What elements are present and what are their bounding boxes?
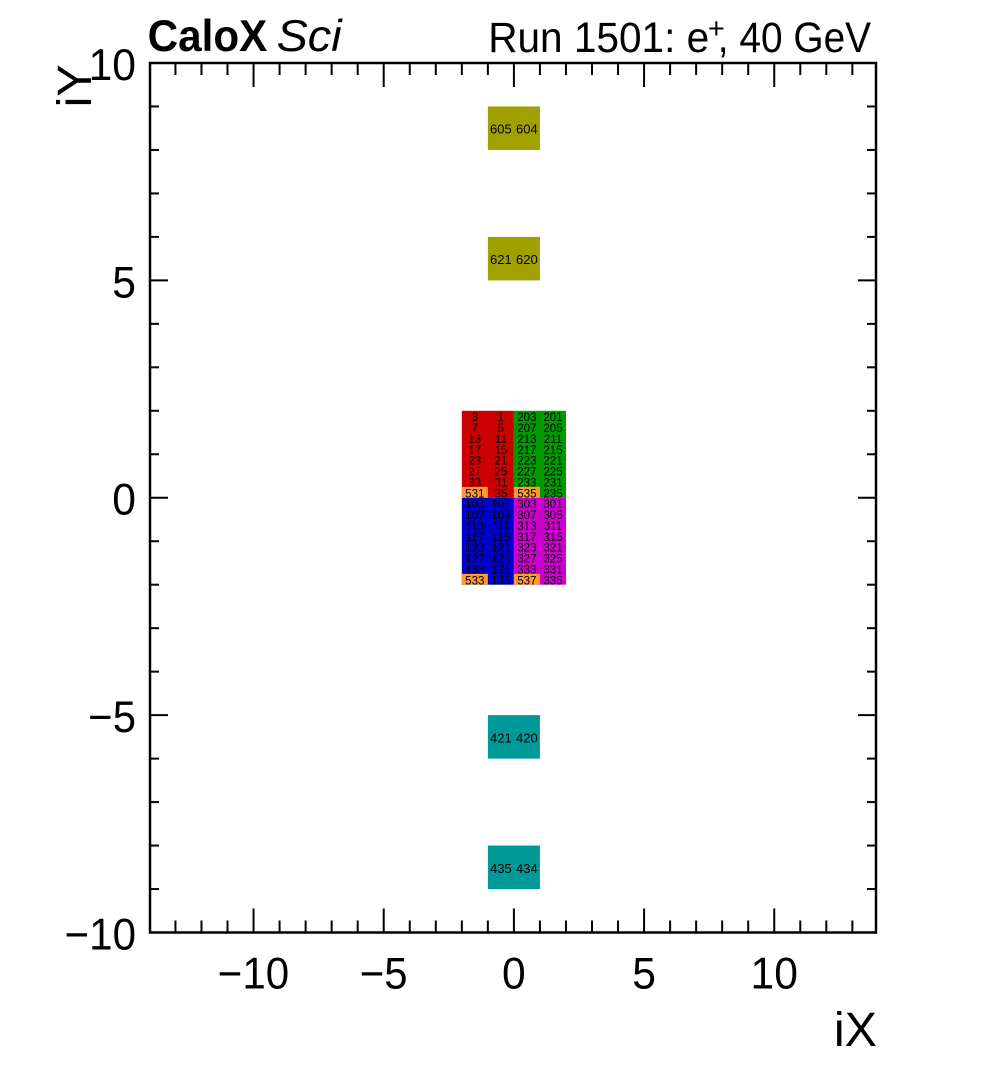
svg-text:7: 7 (472, 422, 478, 435)
svg-text:101: 101 (491, 498, 510, 511)
svg-text:435: 435 (490, 861, 512, 876)
svg-text:0: 0 (112, 476, 136, 525)
svg-text:133: 133 (465, 563, 484, 576)
svg-text:123: 123 (465, 542, 484, 555)
svg-text:537: 537 (517, 574, 536, 587)
svg-text:323: 323 (517, 542, 536, 555)
svg-text:605: 605 (490, 122, 512, 137)
svg-text:111: 111 (492, 520, 510, 533)
svg-text:227: 227 (517, 466, 536, 479)
svg-text:321: 321 (543, 542, 562, 555)
svg-text:203: 203 (517, 411, 536, 424)
svg-text:, 40 GeV: , 40 GeV (718, 14, 871, 61)
svg-text:333: 333 (517, 563, 536, 576)
svg-text:621: 621 (490, 252, 512, 267)
svg-text:331: 331 (543, 563, 562, 576)
svg-text:CaloX: CaloX (148, 12, 268, 61)
svg-text:0: 0 (502, 950, 526, 999)
svg-text:−5: −5 (88, 693, 136, 742)
svg-text:127: 127 (465, 553, 484, 566)
svg-text:5: 5 (498, 422, 504, 435)
svg-text:Run 1501: e: Run 1501: e (488, 14, 709, 61)
svg-text:215: 215 (543, 444, 562, 457)
svg-text:235: 235 (543, 487, 562, 500)
svg-text:107: 107 (465, 509, 484, 522)
svg-text:317: 317 (517, 531, 536, 544)
svg-text:15: 15 (494, 444, 507, 457)
svg-text:23: 23 (468, 455, 481, 468)
svg-text:103: 103 (465, 498, 484, 511)
svg-text:335: 335 (543, 574, 562, 587)
svg-text:121: 121 (491, 542, 510, 555)
svg-text:201: 201 (543, 411, 562, 424)
svg-text:10: 10 (751, 950, 798, 999)
svg-text:17: 17 (468, 444, 481, 457)
svg-text:301: 301 (543, 498, 562, 511)
svg-text:213: 213 (517, 433, 536, 446)
svg-text:11: 11 (495, 433, 507, 446)
svg-text:131: 131 (491, 563, 510, 576)
svg-text:−10: −10 (65, 910, 136, 959)
svg-text:421: 421 (490, 730, 512, 745)
svg-text:10: 10 (89, 41, 136, 90)
svg-text:35: 35 (494, 487, 507, 500)
svg-text:620: 620 (516, 252, 538, 267)
svg-text:33: 33 (468, 476, 481, 489)
svg-text:223: 223 (517, 455, 536, 468)
svg-text:13: 13 (468, 433, 481, 446)
svg-text:535: 535 (517, 487, 536, 500)
svg-text:iY: iY (48, 64, 102, 107)
svg-text:113: 113 (466, 520, 484, 533)
svg-text:Sci: Sci (277, 12, 343, 61)
svg-text:207: 207 (517, 422, 536, 435)
svg-text:205: 205 (543, 422, 562, 435)
svg-text:21: 21 (494, 455, 507, 468)
svg-text:434: 434 (516, 861, 538, 876)
svg-text:327: 327 (517, 553, 536, 566)
svg-text:533: 533 (465, 574, 484, 587)
svg-text:604: 604 (516, 122, 538, 137)
svg-text:27: 27 (468, 466, 481, 479)
svg-text:5: 5 (112, 258, 136, 307)
svg-text:221: 221 (543, 455, 562, 468)
svg-text:31: 31 (494, 476, 507, 489)
svg-text:−5: −5 (360, 950, 408, 999)
svg-text:233: 233 (517, 476, 536, 489)
svg-text:225: 225 (543, 466, 562, 479)
svg-text:−10: −10 (218, 950, 289, 999)
svg-text:311: 311 (544, 520, 562, 533)
svg-text:135: 135 (491, 574, 510, 587)
svg-text:211: 211 (544, 433, 562, 446)
svg-text:3: 3 (472, 411, 478, 424)
svg-text:303: 303 (517, 498, 536, 511)
svg-text:305: 305 (543, 509, 562, 522)
svg-text:325: 325 (543, 553, 562, 566)
svg-text:125: 125 (491, 553, 510, 566)
svg-text:iX: iX (834, 1003, 877, 1057)
svg-text:420: 420 (516, 730, 538, 745)
svg-text:1: 1 (498, 411, 504, 424)
svg-text:117: 117 (466, 531, 484, 544)
svg-text:217: 217 (517, 444, 536, 457)
svg-text:25: 25 (494, 466, 507, 479)
svg-text:+: + (708, 13, 725, 45)
svg-text:231: 231 (543, 476, 562, 489)
svg-text:313: 313 (517, 520, 536, 533)
svg-text:315: 315 (543, 531, 562, 544)
svg-text:105: 105 (491, 509, 510, 522)
svg-text:307: 307 (517, 509, 536, 522)
svg-text:5: 5 (632, 950, 656, 999)
svg-text:115: 115 (492, 531, 510, 544)
svg-text:531: 531 (465, 487, 484, 500)
